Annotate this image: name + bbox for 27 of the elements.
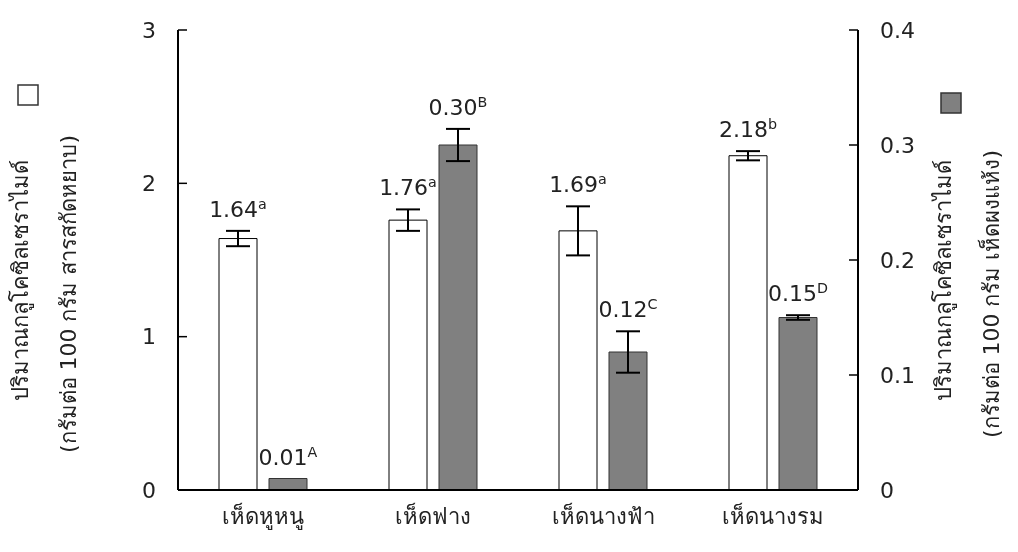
y-tick-label: 1	[142, 324, 156, 350]
y-axis-title: ปริมาณกลูโคซิลเซราไมด์ (กรัมต่อ 100 กรัม สารสกัดหยาบ)	[8, 134, 81, 454]
y2-tick-label: 0.1	[880, 362, 915, 388]
data-label: 0.01$^{A}$	[258, 443, 318, 470]
y-tick-label: 0	[142, 477, 156, 503]
x-tick-label: เห็ดนางฟ้า	[551, 501, 655, 529]
data-label: 0.12$^{C}$	[598, 296, 658, 323]
y2-tick-label: 0.3	[880, 132, 915, 158]
y-tick-label: 3	[142, 17, 156, 43]
x-tick-label: เห็ดนางรม	[722, 501, 824, 529]
data-label: 1.64$^{a}$	[209, 195, 267, 222]
y-tick-label: 2	[142, 171, 156, 197]
data-label: 0.30$^{B}$	[428, 93, 488, 120]
y2-tick-label: 0	[880, 477, 894, 503]
y2-tick-label: 0.2	[880, 247, 915, 273]
x-tick-label: เห็ดหูหนู	[222, 501, 304, 530]
y2-axis-title: ปริมาณกลูโคซิลเซราไมด์ (กรัมต่อ 100 กรัม เห็ดผงแห้ง)	[931, 149, 1004, 439]
bar	[608, 351, 648, 490]
data-label: 1.76$^{a}$	[379, 174, 437, 201]
data-label: 1.69$^{a}$	[549, 171, 607, 198]
bar	[268, 478, 308, 490]
data-label: 0.15$^{D}$	[768, 280, 828, 307]
y2-tick-label: 0.4	[880, 17, 915, 43]
bar	[778, 317, 818, 490]
data-label: 2.18$^{b}$	[718, 116, 778, 143]
bar	[438, 144, 478, 490]
x-tick-label: เห็ดฟาง	[395, 501, 471, 529]
